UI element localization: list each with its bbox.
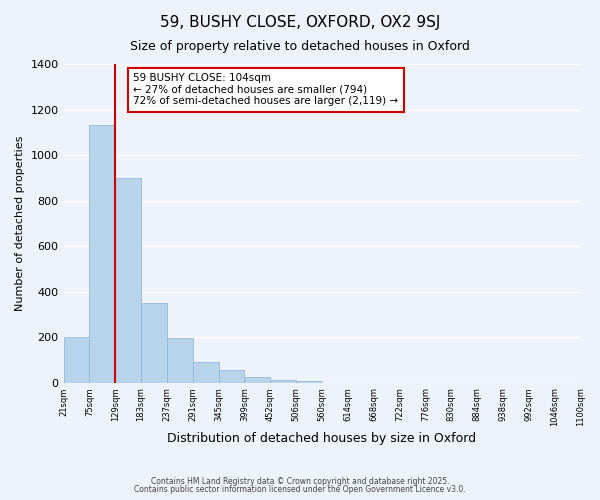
Bar xyxy=(167,338,193,382)
Bar xyxy=(271,380,296,382)
Bar xyxy=(141,303,167,382)
Bar xyxy=(64,337,89,382)
Bar xyxy=(89,126,115,382)
X-axis label: Distribution of detached houses by size in Oxford: Distribution of detached houses by size … xyxy=(167,432,476,445)
Text: 59, BUSHY CLOSE, OXFORD, OX2 9SJ: 59, BUSHY CLOSE, OXFORD, OX2 9SJ xyxy=(160,15,440,30)
Text: Contains HM Land Registry data © Crown copyright and database right 2025.: Contains HM Land Registry data © Crown c… xyxy=(151,477,449,486)
Text: 59 BUSHY CLOSE: 104sqm
← 27% of detached houses are smaller (794)
72% of semi-de: 59 BUSHY CLOSE: 104sqm ← 27% of detached… xyxy=(133,73,398,106)
Bar xyxy=(115,178,141,382)
Text: Size of property relative to detached houses in Oxford: Size of property relative to detached ho… xyxy=(130,40,470,53)
Bar xyxy=(244,377,271,382)
Y-axis label: Number of detached properties: Number of detached properties xyxy=(15,136,25,311)
Bar xyxy=(193,362,218,382)
Text: Contains public sector information licensed under the Open Government Licence v3: Contains public sector information licen… xyxy=(134,485,466,494)
Bar xyxy=(218,370,244,382)
